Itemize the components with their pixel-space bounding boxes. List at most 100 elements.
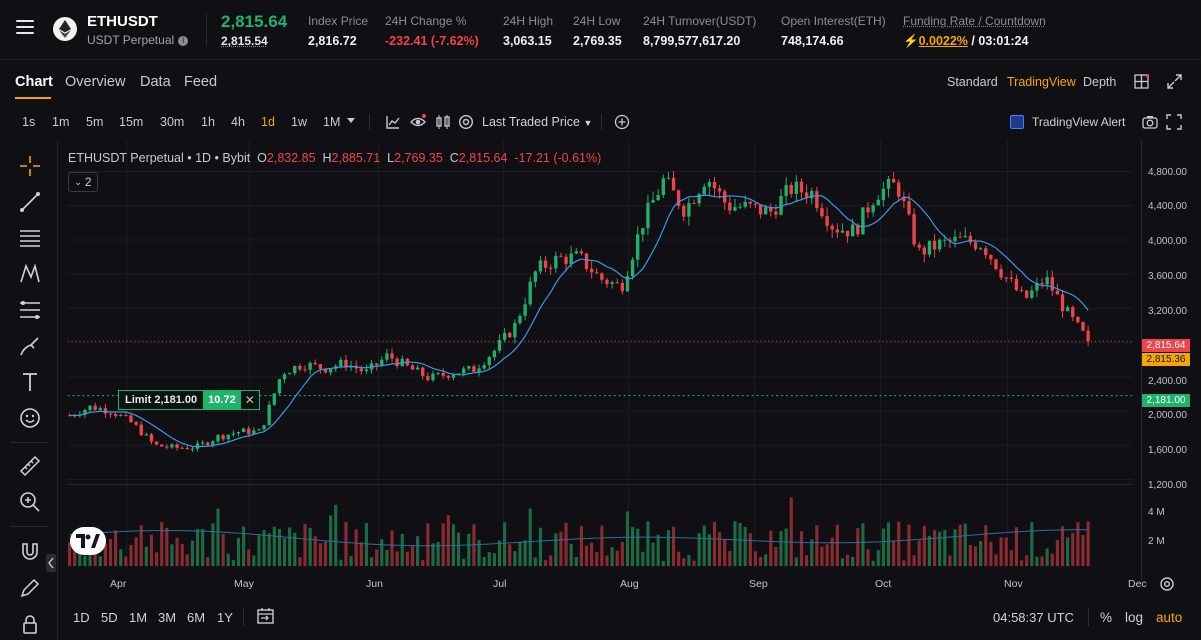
timeframe-15m[interactable]: 15m — [119, 115, 144, 129]
ruler-icon[interactable] — [18, 454, 42, 478]
stat-value: 3,063.15 — [503, 34, 552, 48]
settings-gear-icon[interactable] — [458, 114, 474, 130]
price-source-select[interactable]: Last Traded Price ▼ — [482, 115, 592, 129]
candle-body — [912, 214, 916, 245]
percent-scale-toggle[interactable]: % — [1100, 610, 1113, 625]
collapse-toolbar-icon[interactable] — [46, 554, 56, 572]
candle-body — [748, 201, 752, 204]
auto-scale-toggle[interactable]: auto — [1156, 610, 1183, 625]
trend-line-icon[interactable] — [18, 190, 42, 214]
log-scale-toggle[interactable]: log — [1125, 610, 1144, 625]
volume-bar — [1019, 560, 1024, 567]
timeframe-30m[interactable]: 30m — [160, 115, 185, 129]
tab-overview[interactable]: Overview — [65, 74, 126, 90]
compare-eye-icon[interactable] — [410, 114, 426, 130]
lock-pen-icon[interactable] — [18, 576, 42, 600]
symbol-name[interactable]: ETHUSDT — [87, 13, 158, 30]
candle-body — [518, 315, 522, 324]
timeframe-1d[interactable]: 1d — [261, 115, 275, 129]
volume-bar — [897, 521, 901, 567]
candle-body — [113, 414, 118, 416]
price-axis[interactable]: 4,800.00 4,400.00 4,000.00 3,600.00 3,20… — [1141, 140, 1201, 580]
tradingview-alert-button[interactable]: TradingView Alert — [1010, 112, 1132, 132]
lock-icon[interactable] — [18, 612, 42, 636]
tab-chart[interactable]: Chart — [15, 74, 53, 90]
limit-order-tag[interactable]: Limit 2,181.00 10.72 ✕ — [118, 390, 260, 410]
range-3m[interactable]: 3M — [158, 610, 177, 625]
utc-clock[interactable]: 04:58:37 UTC — [993, 610, 1074, 625]
timeframe-5m[interactable]: 5m — [86, 115, 104, 129]
candle-body — [282, 374, 287, 380]
timeframe-1m[interactable]: 1m — [52, 115, 70, 129]
axis-settings-gear-icon[interactable] — [1159, 576, 1175, 592]
view-tradingview[interactable]: TradingView — [1007, 75, 1076, 89]
text-tool-icon[interactable] — [18, 370, 42, 394]
hamburger-menu-icon[interactable] — [16, 20, 34, 36]
range-1y[interactable]: 1Y — [217, 610, 233, 625]
candle-body — [98, 408, 102, 410]
fullscreen-expand-icon[interactable] — [1166, 114, 1182, 130]
volume-bar — [805, 555, 809, 567]
range-1m[interactable]: 1M — [129, 610, 148, 625]
info-icon[interactable]: i — [178, 36, 189, 46]
volume-bar — [68, 542, 72, 567]
add-plus-circle-icon[interactable] — [614, 114, 630, 130]
timeframe-1s[interactable]: 1s — [22, 115, 36, 129]
horizontal-lines-icon[interactable] — [18, 226, 42, 250]
volume-bar — [830, 537, 834, 567]
month-label: Oct — [875, 578, 892, 590]
volume-bar — [477, 540, 481, 567]
go-to-date-icon[interactable] — [256, 607, 276, 625]
volume-bar — [375, 549, 379, 567]
range-6m[interactable]: 6M — [187, 610, 206, 625]
ohlc-close-label: C — [449, 151, 459, 165]
candle-body — [1019, 290, 1024, 292]
volume-bar — [1066, 537, 1070, 567]
candle-body — [927, 240, 932, 255]
magnet-icon[interactable] — [18, 540, 42, 564]
view-depth[interactable]: Depth — [1083, 75, 1117, 89]
volume-bar — [590, 542, 594, 567]
timeframe-1M[interactable]: 1M — [323, 115, 341, 129]
tab-feed[interactable]: Feed — [184, 74, 218, 90]
crosshair-icon[interactable] — [18, 154, 42, 178]
volume-bar — [979, 540, 983, 567]
cancel-order-icon[interactable]: ✕ — [244, 393, 255, 407]
volume-bar — [677, 551, 681, 567]
limit-order-label: Limit 2,181.00 — [125, 394, 198, 406]
candle-body — [538, 260, 543, 272]
camera-icon[interactable] — [1142, 114, 1158, 130]
fullscreen-icon[interactable] — [1167, 74, 1182, 89]
volume-bar — [426, 523, 430, 567]
indicator-legend-toggle[interactable]: ⌄ 2 — [68, 172, 98, 192]
candle-body — [922, 247, 926, 255]
tradingview-logo[interactable] — [70, 527, 106, 555]
indicators-icon[interactable] — [385, 114, 401, 130]
fibonacci-icon[interactable] — [18, 298, 42, 322]
tab-data[interactable]: Data — [140, 74, 171, 90]
candle-body — [415, 367, 420, 370]
range-5d[interactable]: 5D — [101, 610, 118, 625]
stat-funding-rate[interactable]: Funding Rate / Countdown ⚡0.0022% / 03:0… — [903, 14, 1046, 49]
candle-body — [661, 178, 665, 195]
layout-grid-icon[interactable] — [1134, 74, 1149, 89]
timeframe-1w[interactable]: 1w — [291, 115, 307, 129]
volume-bar — [257, 535, 261, 567]
candlestick-chart[interactable] — [59, 140, 1141, 573]
zoom-in-icon[interactable] — [18, 490, 42, 514]
candle-body — [871, 205, 875, 213]
chevron-down-icon[interactable] — [347, 118, 355, 124]
emoji-icon[interactable] — [18, 406, 42, 430]
volume-bar — [170, 544, 174, 567]
volume-bar — [339, 559, 343, 567]
brush-icon[interactable] — [18, 334, 42, 358]
candle-type-icon[interactable] — [435, 114, 451, 130]
range-1d[interactable]: 1D — [73, 610, 90, 625]
volume-bar — [697, 533, 701, 567]
timeframe-4h[interactable]: 4h — [231, 115, 245, 129]
view-standard[interactable]: Standard — [947, 75, 998, 89]
timeframe-1h[interactable]: 1h — [201, 115, 215, 129]
ohlc-legend: ETHUSDT Perpetual • 1D • Bybit O2,832.85… — [68, 151, 601, 165]
candle-body — [835, 229, 839, 233]
pattern-tool-icon[interactable] — [18, 262, 42, 286]
